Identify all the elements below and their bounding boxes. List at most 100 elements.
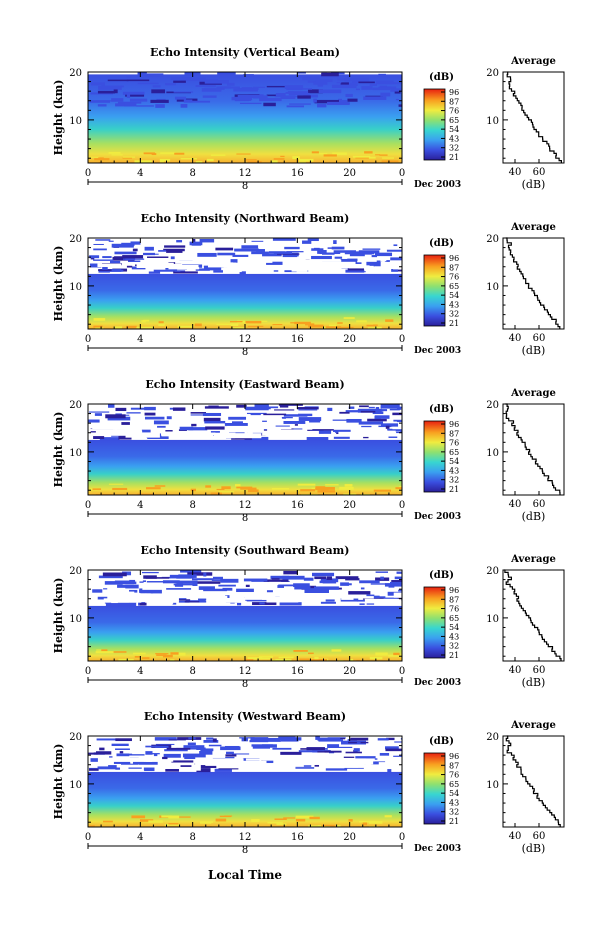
colorbar-tick-label: 43 xyxy=(449,798,459,807)
colorbar-label: (dB) xyxy=(429,72,454,83)
echo-speckle xyxy=(318,739,344,742)
echo-streak xyxy=(339,486,354,490)
profile-y-tick-label: 20 xyxy=(486,234,499,245)
echo-streak xyxy=(200,822,212,824)
x-tick-label: 16 xyxy=(291,334,304,345)
x-tick-label: 4 xyxy=(137,832,143,843)
echo-gap xyxy=(264,264,288,268)
echo-streak xyxy=(174,152,185,155)
echo-speckle xyxy=(89,255,100,259)
echo-speckle xyxy=(353,748,360,752)
echo-speckle xyxy=(225,754,237,757)
echo-speckle xyxy=(336,81,342,84)
echo-streak xyxy=(231,327,246,329)
echo-gap xyxy=(279,760,327,765)
echo-streak xyxy=(299,158,314,162)
echo-speckle xyxy=(95,239,111,241)
echo-gap xyxy=(241,265,274,268)
echo-streak xyxy=(317,490,336,493)
echo-speckle xyxy=(256,249,265,252)
echo-speckle xyxy=(144,767,155,772)
echo-gap xyxy=(185,591,204,598)
colorbar-tick-label: 96 xyxy=(449,254,459,263)
echo-speckle xyxy=(379,752,390,756)
echo-streak xyxy=(360,493,370,495)
echo-streak xyxy=(95,493,112,495)
echo-gap xyxy=(262,430,280,436)
echo-streak xyxy=(295,818,306,822)
echo-speckle xyxy=(103,588,108,590)
echo-field-main xyxy=(88,771,402,827)
echo-streak xyxy=(244,659,254,661)
echo-speckle xyxy=(306,747,325,751)
colorbar-tick-label: 87 xyxy=(449,97,459,106)
echo-speckle xyxy=(294,424,298,426)
echo-speckle xyxy=(327,101,350,105)
echo-speckle xyxy=(164,245,186,248)
echo-streak xyxy=(298,161,306,163)
echo-speckle xyxy=(145,75,154,77)
echo-speckle xyxy=(114,580,135,583)
echo-speckle xyxy=(311,248,324,251)
colorbar xyxy=(423,420,446,493)
echo-speckle xyxy=(232,753,250,755)
echo-speckle xyxy=(195,85,216,87)
echo-speckle xyxy=(119,751,124,754)
echo-streak xyxy=(141,657,150,659)
echo-speckle xyxy=(277,585,285,588)
profile-x-label: (dB) xyxy=(522,178,546,191)
echo-speckle xyxy=(366,603,375,605)
echo-gap xyxy=(222,433,262,439)
echo-speckle xyxy=(95,751,112,755)
echo-speckle xyxy=(137,72,142,77)
colorbar-tick-label: 87 xyxy=(449,429,459,438)
echo-streak xyxy=(368,156,376,159)
echo-speckle xyxy=(250,413,261,416)
echo-speckle xyxy=(231,421,243,425)
profile-y-tick-label: 20 xyxy=(486,566,499,577)
echo-streak xyxy=(368,820,383,824)
echo-speckle xyxy=(360,410,376,413)
echo-streak xyxy=(122,156,136,158)
x-tick-label: 4 xyxy=(137,168,143,179)
echo-speckle xyxy=(139,581,144,583)
echo-speckle xyxy=(333,436,350,439)
echo-speckle xyxy=(343,756,355,758)
echo-streak xyxy=(308,652,314,655)
echo-streak xyxy=(190,488,196,492)
profile-y-tick-label: 20 xyxy=(486,68,499,79)
echo-speckle xyxy=(345,410,368,413)
echo-speckle xyxy=(345,271,366,273)
echo-streak xyxy=(311,151,319,154)
echo-speckle xyxy=(380,576,384,580)
echo-speckle xyxy=(398,104,402,107)
echo-speckle xyxy=(186,100,190,103)
echo-gap xyxy=(256,763,277,769)
echo-streak xyxy=(134,160,152,163)
echo-streak xyxy=(315,487,329,491)
echo-speckle xyxy=(105,603,119,608)
echo-speckle xyxy=(204,420,226,424)
echo-speckle xyxy=(239,271,246,275)
y-axis-label: Height (km) xyxy=(52,80,65,156)
y-tick-label: 10 xyxy=(69,614,82,625)
echo-speckle xyxy=(266,590,273,593)
echo-streak xyxy=(259,656,268,658)
echo-speckle xyxy=(309,420,321,423)
echo-gap xyxy=(266,596,299,603)
x-tick-label: 20 xyxy=(343,666,356,677)
echo-streak xyxy=(93,318,106,321)
echo-speckle xyxy=(168,739,186,741)
echo-speckle xyxy=(109,260,121,264)
echo-streak xyxy=(210,492,222,495)
echo-speckle xyxy=(151,89,166,94)
echo-streak xyxy=(367,327,376,329)
echo-speckle xyxy=(188,427,208,431)
echo-streak xyxy=(308,324,324,328)
echo-streak xyxy=(155,653,169,655)
echo-speckle xyxy=(286,105,305,108)
echo-speckle xyxy=(272,261,288,266)
echo-speckle xyxy=(339,411,350,414)
x-tick-label: 12 xyxy=(239,832,252,843)
colorbar-tick-label: 21 xyxy=(449,651,459,660)
